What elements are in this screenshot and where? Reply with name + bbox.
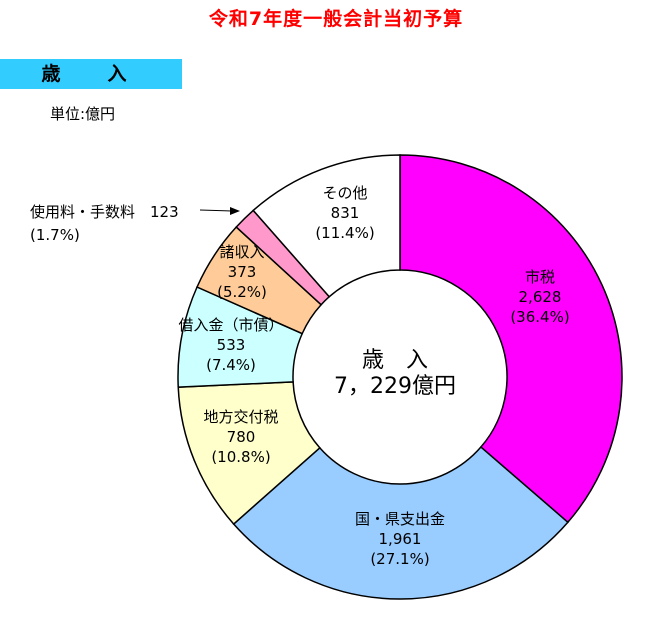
slice-value-local-allocation-tax: 780 xyxy=(227,428,256,446)
slice-percent-municipal-bonds: (7.4%) xyxy=(206,356,256,374)
leader-arrow-fees xyxy=(230,207,240,215)
slice-label-misc-revenue: 諸収入 xyxy=(219,243,264,261)
slice-percent-fees: (1.7%) xyxy=(30,226,80,244)
slice-percent-other: (11.4%) xyxy=(315,224,374,242)
slice-value-city-tax: 2,628 xyxy=(519,288,562,306)
slice-label-local-allocation-tax: 地方交付税 xyxy=(203,408,278,426)
unit-label: 単位:億円 xyxy=(50,105,116,123)
slice-value-national-pref-subsidy: 1,961 xyxy=(379,530,422,548)
slice-label-other: その他 xyxy=(322,184,367,202)
slice-percent-local-allocation-tax: (10.8%) xyxy=(211,448,270,466)
slice-percent-national-pref-subsidy: (27.1%) xyxy=(370,550,429,568)
slice-label-city-tax: 市税 xyxy=(525,268,555,286)
slice-label-national-pref-subsidy: 国・県支出金 xyxy=(355,510,445,528)
slice-value-municipal-bonds: 533 xyxy=(217,336,246,354)
section-label: 歳 入 xyxy=(0,59,182,89)
slice-national-pref-subsidy xyxy=(232,445,569,600)
center-label: 歳 入 xyxy=(362,348,428,373)
slice-percent-misc-revenue: (5.2%) xyxy=(217,283,267,301)
slice-label-fees: 使用料・手数料 123 xyxy=(30,203,179,221)
leader-line-fees xyxy=(199,209,233,212)
slice-value-other: 831 xyxy=(331,204,360,222)
slice-value-misc-revenue: 373 xyxy=(228,263,257,281)
center-total: 7，229億円 xyxy=(334,374,456,399)
slice-label-municipal-bonds: 借入金（市債） xyxy=(178,316,283,334)
slice-percent-city-tax: (36.4%) xyxy=(510,308,569,326)
slice-city-tax xyxy=(399,154,623,524)
page-title: 令和7年度一般会計当初予算 xyxy=(208,8,464,30)
slice-other xyxy=(252,154,401,298)
